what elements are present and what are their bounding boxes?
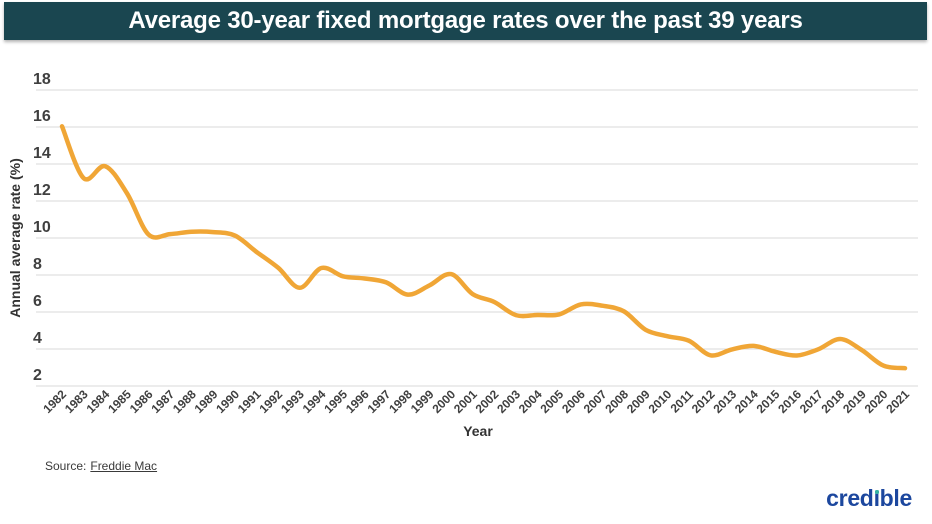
credible-logo[interactable]: credı ble bbox=[826, 487, 912, 510]
x-tick-label: 1993 bbox=[278, 387, 307, 416]
x-tick-label: 2019 bbox=[840, 387, 869, 416]
x-tick-label: 1992 bbox=[256, 387, 285, 416]
x-tick-label: 1988 bbox=[170, 387, 199, 416]
x-tick-label: 1995 bbox=[321, 387, 350, 416]
x-tick-label: 1998 bbox=[386, 387, 415, 416]
x-tick-label: 1991 bbox=[235, 387, 264, 416]
y-tick-label: 6 bbox=[33, 293, 42, 310]
y-tick-label: 4 bbox=[33, 330, 42, 347]
y-tick-label: 16 bbox=[33, 108, 51, 125]
y-tick-label: 12 bbox=[33, 182, 51, 199]
x-tick-label: 2000 bbox=[429, 387, 458, 416]
x-tick-label: 2009 bbox=[624, 387, 653, 416]
x-tick-label: 2014 bbox=[732, 387, 761, 416]
x-tick-label: 2010 bbox=[646, 387, 675, 416]
logo-i-dot bbox=[874, 490, 879, 494]
x-tick-label: 1990 bbox=[213, 387, 242, 416]
x-tick-label: 1986 bbox=[127, 387, 156, 416]
x-tick-label: 2008 bbox=[602, 387, 631, 416]
x-tick-label: 2017 bbox=[797, 387, 826, 416]
y-tick-label: 8 bbox=[33, 256, 42, 273]
x-tick-label: 1999 bbox=[408, 387, 437, 416]
x-tick-label: 2004 bbox=[516, 387, 545, 416]
x-tick-label: 2006 bbox=[559, 387, 588, 416]
x-tick-label: 2016 bbox=[775, 387, 804, 416]
x-tick-label: 1994 bbox=[300, 387, 329, 416]
x-tick-label: 1985 bbox=[105, 387, 134, 416]
logo-letter-i: ı bbox=[873, 485, 880, 511]
x-tick-label: 1997 bbox=[365, 387, 394, 416]
chart-title: Average 30-year fixed mortgage rates ove… bbox=[128, 7, 803, 34]
x-tick-label: 1984 bbox=[84, 387, 113, 416]
y-tick-label: 14 bbox=[33, 145, 51, 162]
y-tick-label: 10 bbox=[33, 219, 51, 236]
x-tick-label: 2002 bbox=[473, 387, 502, 416]
x-tick-label: 2012 bbox=[689, 387, 718, 416]
y-axis-title: Annual average rate (%) bbox=[7, 158, 23, 318]
source-link[interactable]: Freddie Mac bbox=[90, 459, 158, 473]
y-tick-label: 18 bbox=[33, 71, 51, 88]
x-tick-label: 2011 bbox=[668, 387, 697, 416]
x-tick-label: 2007 bbox=[581, 387, 610, 416]
y-tick-label: 2 bbox=[33, 367, 42, 384]
chart-title-bar: Average 30-year fixed mortgage rates ove… bbox=[4, 2, 927, 40]
x-tick-label: 2018 bbox=[818, 387, 847, 416]
x-tick-label: 1989 bbox=[192, 387, 221, 416]
source-note: Source: Freddie Mac bbox=[45, 459, 157, 473]
x-axis-title: Year bbox=[463, 423, 493, 439]
x-tick-label: 2005 bbox=[537, 387, 566, 416]
x-tick-label: 1996 bbox=[343, 387, 372, 416]
logo-text-segment: cred bbox=[826, 485, 874, 511]
x-tick-label: 2020 bbox=[862, 387, 891, 416]
x-tick-label: 2015 bbox=[754, 387, 783, 416]
x-tick-label: 2003 bbox=[494, 387, 523, 416]
logo-text-segment: ble bbox=[879, 485, 913, 511]
source-prefix: Source: bbox=[45, 459, 87, 473]
x-tick-label: 1987 bbox=[148, 387, 177, 416]
rate-line bbox=[59, 124, 908, 371]
x-tick-label: 1983 bbox=[62, 387, 91, 416]
x-tick-label: 1982 bbox=[40, 387, 69, 416]
x-tick-label: 2021 bbox=[883, 387, 912, 416]
x-tick-label: 2013 bbox=[710, 387, 739, 416]
x-tick-label: 2001 bbox=[451, 387, 480, 416]
